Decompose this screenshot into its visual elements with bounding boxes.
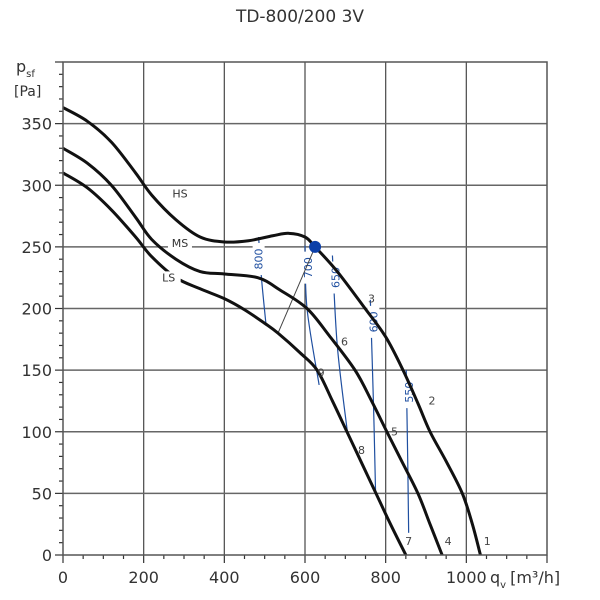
rpm-label: 550 [403, 382, 416, 403]
rpm-label-bg [252, 243, 265, 276]
point-label: 5 [391, 425, 398, 438]
point-label: 2 [429, 395, 436, 408]
x-label-unit: [m³/h] [510, 568, 560, 587]
rpm-label-bg [302, 251, 314, 284]
point-label: 9 [318, 366, 325, 379]
svg-text:qv[m³/h]: qv [m³/h] [490, 568, 560, 591]
y-label-symbol: p [16, 57, 26, 76]
x-tick-label: 400 [209, 568, 240, 587]
curve-labels: HS MS LS [156, 187, 192, 285]
y-tick-label: 300 [21, 176, 52, 195]
curve-ms [62, 146, 444, 556]
point-labels: 1 2 3 4 5 6 7 8 9 [318, 292, 491, 548]
curve-label-bg [156, 271, 181, 285]
y-tick-label: 100 [21, 423, 52, 442]
point-label: 1 [484, 535, 491, 548]
rpm-label: 800 [253, 249, 266, 270]
y-tick-label: 200 [21, 300, 52, 319]
svg-text:psf: psf [16, 57, 35, 80]
y-tick-label: 150 [21, 361, 52, 380]
system-line [277, 246, 316, 334]
point-label: 7 [405, 535, 412, 548]
x-tick-label: 600 [290, 568, 321, 587]
x-tick-labels: 0 200 400 600 800 1000 [58, 568, 487, 587]
curve-label-hs: HS [172, 188, 187, 201]
point-label: 6 [341, 335, 348, 348]
series-curves [62, 106, 482, 556]
point-label: 4 [445, 535, 452, 548]
x-label-subscript: v [500, 580, 506, 591]
x-tick-label: 0 [58, 568, 68, 587]
curve-label-bg [167, 236, 192, 250]
x-tick-label: 800 [370, 568, 401, 587]
plot-frame [62, 61, 548, 556]
point-label: 8 [358, 444, 365, 457]
y-axis-label: psf [Pa] [14, 57, 41, 100]
rpm-label-bg [329, 261, 342, 294]
operating-point-group [309, 240, 322, 253]
rpm-label: 700 [302, 257, 315, 278]
y-label-subscript: sf [26, 69, 35, 80]
y-tick-label: 0 [42, 546, 52, 565]
system-resistance-line [277, 246, 316, 334]
curve-label-ms: MS [172, 237, 188, 250]
x-tick-label: 1000 [446, 568, 487, 587]
minor-ticks [55, 61, 548, 563]
y-tick-label: 250 [21, 238, 52, 257]
curve-label-bg [167, 187, 192, 201]
x-axis-label: qv [m³/h] [490, 568, 560, 591]
y-tick-labels: 0 50 100 150 200 250 300 350 [21, 115, 52, 565]
curve-ls [62, 171, 408, 556]
curve-hs [62, 106, 482, 556]
chart-title: TD-800/200 3V [235, 7, 364, 27]
rpm-label-bg [403, 376, 416, 409]
x-label-symbol: q [490, 568, 500, 587]
curve-label-ls: LS [162, 271, 175, 284]
y-label-unit: [Pa] [14, 84, 41, 100]
operating-point-marker [309, 240, 322, 253]
x-tick-label: 200 [128, 568, 159, 587]
point-label: 3 [368, 292, 375, 305]
y-tick-label: 350 [21, 115, 52, 134]
y-tick-label: 50 [32, 484, 52, 503]
